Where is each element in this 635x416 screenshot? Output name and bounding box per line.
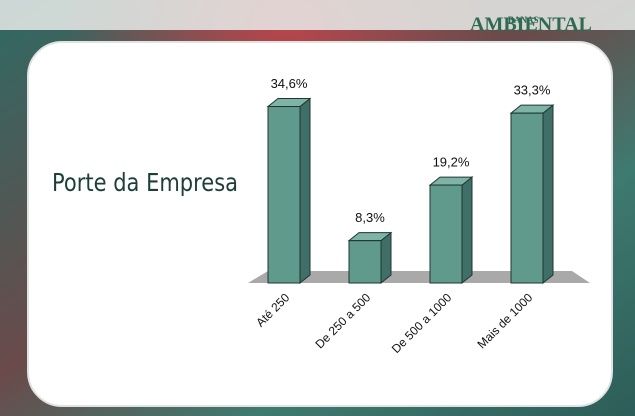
floor xyxy=(248,271,590,283)
bar-side xyxy=(380,231,392,285)
bar xyxy=(267,106,301,284)
bar-side xyxy=(542,104,554,285)
logo-main: AMBIENTAL xyxy=(470,14,592,36)
bar-side xyxy=(299,97,311,285)
data-label: 8,3% xyxy=(355,210,385,225)
data-label: 33,3% xyxy=(514,83,551,98)
panel xyxy=(27,41,613,407)
logo-small: BANAS xyxy=(508,15,539,25)
data-label: 19,2% xyxy=(433,155,470,170)
chart-title: Porte da Empresa xyxy=(52,168,238,197)
top-band xyxy=(0,0,635,30)
bar-side xyxy=(461,176,473,285)
data-label: 34,6% xyxy=(271,76,308,91)
bar xyxy=(429,184,463,284)
bar xyxy=(348,240,382,284)
bar xyxy=(510,112,544,284)
